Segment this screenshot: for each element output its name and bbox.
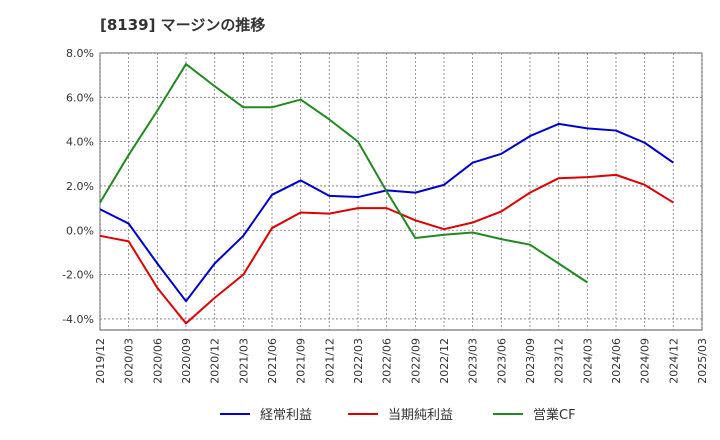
chart-title: [8139] マージンの推移	[100, 16, 265, 34]
x-tick-label: 2020/09	[180, 338, 193, 384]
y-axis: 8.0% 6.0% 4.0% 2.0% 0.0% -2.0% -4.0%	[62, 47, 94, 326]
y-tick-label: 0.0%	[66, 224, 94, 237]
x-tick-label: 2025/03	[696, 338, 709, 384]
legend: 経常利益 当期純利益 営業CF	[220, 407, 576, 423]
x-tick-label: 2022/09	[409, 338, 422, 384]
y-tick-label: 8.0%	[66, 47, 94, 60]
x-tick-label: 2021/09	[295, 338, 308, 384]
legend-label-3: 営業CF	[533, 407, 576, 423]
series-line-2	[99, 173, 674, 325]
x-tick-label: 2022/12	[438, 338, 451, 384]
x-tick-label: 2023/06	[495, 338, 508, 384]
x-tick-label: 2022/03	[352, 338, 365, 384]
legend-label-2: 当期純利益	[388, 408, 453, 423]
series-group	[99, 63, 674, 325]
x-tick-label: 2021/12	[323, 338, 336, 384]
x-tick-label: 2024/03	[581, 338, 594, 384]
x-tick-label: 2020/06	[151, 338, 164, 384]
legend-label-1: 経常利益	[260, 408, 312, 423]
x-tick-label: 2024/06	[610, 338, 623, 384]
y-tick-label: -4.0%	[62, 313, 94, 326]
grid-lines	[99, 52, 703, 330]
x-tick-label: 2020/12	[209, 338, 222, 384]
x-tick-label: 2021/06	[266, 338, 279, 384]
y-tick-label: 2.0%	[66, 180, 94, 193]
x-tick-label: 2023/09	[524, 338, 537, 384]
x-tick-label: 2024/12	[667, 338, 680, 384]
y-tick-label: -2.0%	[62, 269, 94, 282]
series-line-3	[99, 63, 588, 284]
x-tick-label: 2021/03	[237, 338, 250, 384]
x-axis: 2019/12 2020/03 2020/06 2020/09 2020/12 2021/…	[94, 338, 709, 384]
x-tick-label: 2024/09	[639, 338, 652, 384]
x-tick-label: 2023/12	[553, 338, 566, 384]
x-tick-label: 2019/12	[94, 338, 107, 384]
y-tick-label: 6.0%	[66, 91, 94, 104]
y-tick-label: 4.0%	[66, 136, 94, 149]
x-tick-label: 2023/03	[467, 338, 480, 384]
x-tick-label: 2022/06	[381, 338, 394, 384]
x-tick-label: 2020/03	[123, 338, 136, 384]
